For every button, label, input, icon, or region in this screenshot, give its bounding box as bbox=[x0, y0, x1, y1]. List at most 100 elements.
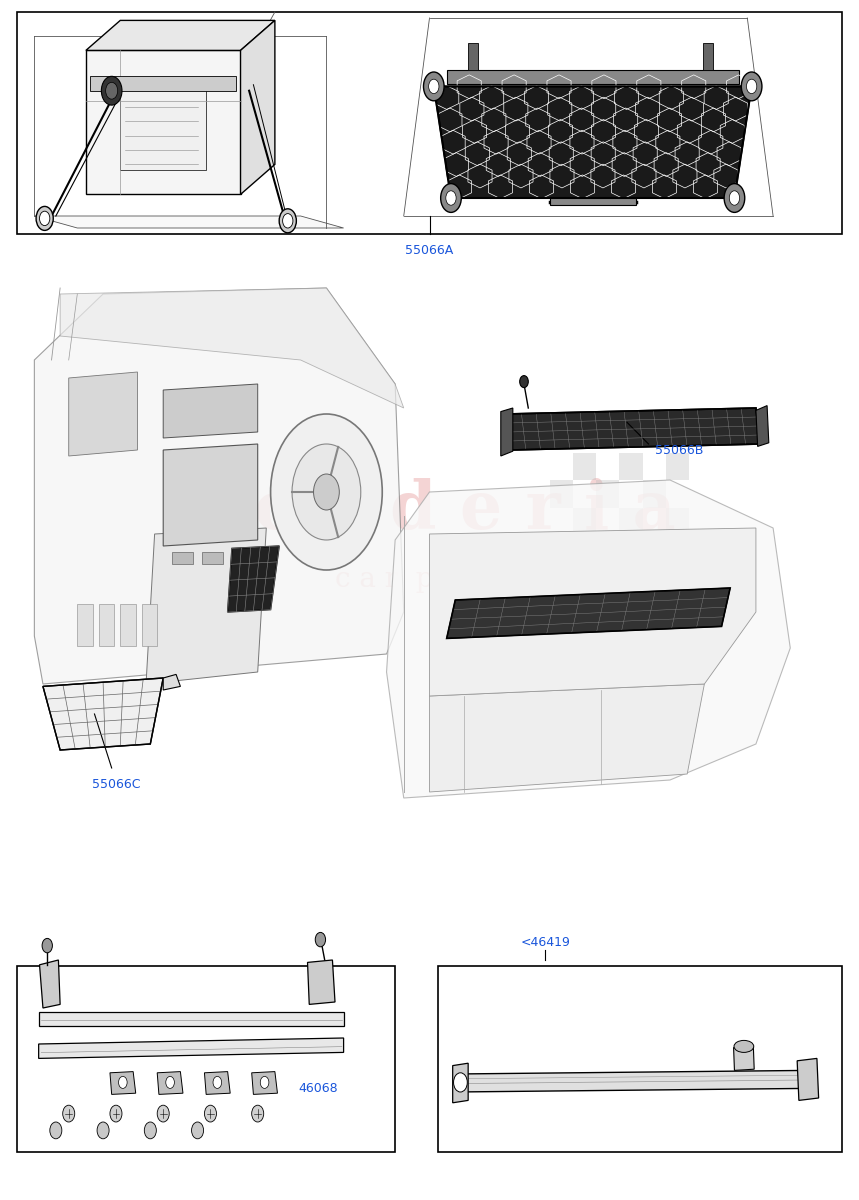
Polygon shape bbox=[434, 86, 752, 198]
Bar bbox=[17, 966, 395, 1152]
Bar bbox=[202, 552, 223, 564]
Text: 55066C: 55066C bbox=[92, 778, 140, 791]
Polygon shape bbox=[86, 50, 241, 194]
Polygon shape bbox=[453, 1063, 468, 1103]
Circle shape bbox=[271, 414, 382, 570]
Polygon shape bbox=[430, 684, 704, 792]
Bar bbox=[172, 552, 193, 564]
Circle shape bbox=[520, 376, 528, 388]
Circle shape bbox=[110, 1105, 122, 1122]
Bar bbox=[142, 604, 157, 646]
Polygon shape bbox=[430, 528, 756, 696]
Polygon shape bbox=[308, 960, 335, 1004]
Circle shape bbox=[292, 444, 361, 540]
Circle shape bbox=[446, 191, 456, 205]
Bar bbox=[550, 480, 573, 508]
Polygon shape bbox=[501, 408, 513, 456]
Polygon shape bbox=[60, 288, 404, 408]
Polygon shape bbox=[157, 1072, 183, 1094]
Bar bbox=[666, 452, 689, 480]
Polygon shape bbox=[69, 372, 137, 456]
Bar bbox=[550, 590, 573, 618]
Bar bbox=[438, 966, 842, 1152]
Polygon shape bbox=[228, 546, 279, 612]
Circle shape bbox=[50, 1122, 62, 1139]
Polygon shape bbox=[43, 678, 163, 750]
Polygon shape bbox=[734, 1046, 754, 1070]
Bar bbox=[619, 563, 643, 590]
Circle shape bbox=[279, 209, 296, 233]
Circle shape bbox=[192, 1122, 204, 1139]
Bar bbox=[120, 80, 206, 170]
Polygon shape bbox=[40, 960, 60, 1008]
Bar bbox=[17, 12, 842, 234]
Bar bbox=[596, 480, 619, 508]
Bar bbox=[703, 43, 713, 70]
Bar bbox=[90, 77, 236, 91]
Bar bbox=[77, 604, 93, 646]
Circle shape bbox=[157, 1105, 169, 1122]
Circle shape bbox=[283, 214, 293, 228]
Bar bbox=[643, 590, 666, 618]
Circle shape bbox=[213, 1076, 222, 1088]
Circle shape bbox=[166, 1076, 174, 1088]
Circle shape bbox=[741, 72, 762, 101]
Circle shape bbox=[454, 1073, 467, 1092]
Polygon shape bbox=[507, 408, 760, 450]
Bar bbox=[550, 198, 636, 205]
Circle shape bbox=[40, 211, 50, 226]
Polygon shape bbox=[756, 406, 769, 446]
Text: <46419: <46419 bbox=[521, 936, 570, 948]
Circle shape bbox=[106, 83, 118, 100]
Polygon shape bbox=[241, 20, 275, 194]
Polygon shape bbox=[387, 480, 790, 798]
Bar bbox=[596, 535, 619, 563]
Bar bbox=[573, 452, 596, 480]
Text: S c u d e r i a: S c u d e r i a bbox=[183, 478, 676, 542]
Polygon shape bbox=[455, 1070, 807, 1092]
Ellipse shape bbox=[734, 1040, 754, 1052]
Circle shape bbox=[63, 1105, 75, 1122]
Bar bbox=[666, 508, 689, 535]
Circle shape bbox=[260, 1076, 269, 1088]
Bar bbox=[447, 70, 739, 84]
Circle shape bbox=[315, 932, 326, 947]
Circle shape bbox=[42, 938, 52, 953]
Circle shape bbox=[119, 1076, 127, 1088]
Polygon shape bbox=[39, 1038, 344, 1058]
Circle shape bbox=[746, 79, 757, 94]
Bar bbox=[619, 452, 643, 480]
Polygon shape bbox=[163, 674, 180, 690]
Circle shape bbox=[36, 206, 53, 230]
Text: 46068: 46068 bbox=[298, 1082, 338, 1094]
Circle shape bbox=[423, 72, 444, 101]
Text: 55066B: 55066B bbox=[655, 444, 703, 456]
Polygon shape bbox=[204, 1072, 230, 1094]
Circle shape bbox=[724, 184, 745, 212]
Bar bbox=[550, 535, 573, 563]
Bar bbox=[573, 508, 596, 535]
Polygon shape bbox=[39, 1012, 344, 1026]
Circle shape bbox=[97, 1122, 109, 1139]
Text: 55066A: 55066A bbox=[405, 244, 454, 257]
Polygon shape bbox=[797, 1058, 819, 1100]
Polygon shape bbox=[86, 20, 275, 50]
Bar bbox=[573, 563, 596, 590]
Polygon shape bbox=[447, 588, 730, 638]
Circle shape bbox=[429, 79, 439, 94]
Polygon shape bbox=[34, 288, 404, 684]
Polygon shape bbox=[163, 444, 258, 546]
Bar bbox=[232, 552, 253, 564]
Bar bbox=[120, 604, 136, 646]
Bar bbox=[643, 480, 666, 508]
Polygon shape bbox=[34, 216, 344, 228]
Polygon shape bbox=[252, 1072, 277, 1094]
Circle shape bbox=[314, 474, 339, 510]
Polygon shape bbox=[163, 384, 258, 438]
Circle shape bbox=[204, 1105, 216, 1122]
Bar bbox=[643, 535, 666, 563]
Circle shape bbox=[729, 191, 740, 205]
Bar bbox=[619, 508, 643, 535]
Bar bbox=[666, 563, 689, 590]
Bar bbox=[99, 604, 114, 646]
